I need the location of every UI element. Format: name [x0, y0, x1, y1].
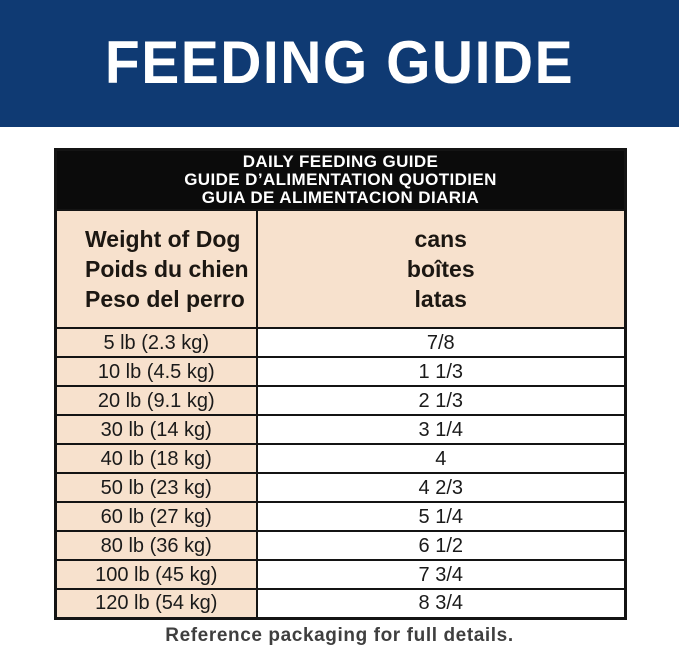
table-title-row: DAILY FEEDING GUIDE GUIDE D’ALIMENTATION…	[54, 148, 627, 211]
table-row: 10 lb (4.5 kg) 1 1/3	[54, 356, 627, 387]
cans-cell: 4	[255, 443, 627, 474]
weight-cell: 5 lb (2.3 kg)	[54, 327, 258, 358]
table-row: 50 lb (23 kg) 4 2/3	[54, 472, 627, 503]
weight-cell: 40 lb (18 kg)	[54, 443, 258, 474]
cans-cell: 1 1/3	[255, 356, 627, 387]
weight-cell: 10 lb (4.5 kg)	[54, 356, 258, 387]
table-title-fr: GUIDE D’ALIMENTATION QUOTIDIEN	[184, 170, 497, 189]
cans-header-fr: boîtes	[406, 256, 475, 282]
table-row: 120 lb (54 kg) 8 3/4	[54, 588, 627, 619]
weight-cell: 60 lb (27 kg)	[54, 501, 258, 532]
weight-header-es: Peso del perro	[85, 286, 245, 312]
cans-cell: 4 2/3	[255, 472, 627, 503]
cans-cell: 7 3/4	[255, 559, 627, 590]
table-title-en: DAILY FEEDING GUIDE	[242, 152, 439, 171]
table-row: 100 lb (45 kg) 7 3/4	[54, 559, 627, 590]
weight-header-en: Weight of Dog	[85, 226, 241, 252]
weight-cell: 20 lb (9.1 kg)	[54, 385, 258, 416]
weight-cell: 100 lb (45 kg)	[54, 559, 258, 590]
page-title: FEEDING GUIDE	[104, 29, 575, 97]
cans-header-es: latas	[414, 286, 467, 312]
cans-cell: 6 1/2	[255, 530, 627, 561]
cans-cell: 3 1/4	[255, 414, 627, 445]
weight-cell: 80 lb (36 kg)	[54, 530, 258, 561]
weight-cell: 30 lb (14 kg)	[54, 414, 258, 445]
table-row: 60 lb (27 kg) 5 1/4	[54, 501, 627, 532]
cans-cell: 8 3/4	[255, 588, 627, 619]
table-row: 30 lb (14 kg) 3 1/4	[54, 414, 627, 445]
table-title-cell: DAILY FEEDING GUIDE GUIDE D’ALIMENTATION…	[54, 148, 627, 211]
table-row: 20 lb (9.1 kg) 2 1/3	[54, 385, 627, 416]
table-row: 5 lb (2.3 kg) 7/8	[54, 327, 627, 358]
weight-column-header: Weight of Dog Poids du chien Peso del pe…	[54, 209, 258, 329]
weight-cell: 120 lb (54 kg)	[54, 588, 258, 619]
table-title-es: GUIA DE ALIMENTACION DIARIA	[201, 188, 480, 207]
column-header-row: Weight of Dog Poids du chien Peso del pe…	[54, 209, 627, 329]
footer: Reference packaging for full details.	[0, 618, 679, 654]
table-row: 40 lb (18 kg) 4	[54, 443, 627, 474]
weight-header-fr: Poids du chien	[85, 256, 249, 282]
feeding-table-body: 5 lb (2.3 kg) 7/8 10 lb (4.5 kg) 1 1/3 20 lb…	[54, 327, 627, 619]
cans-cell: 2 1/3	[255, 385, 627, 416]
cans-cell: 7/8	[255, 327, 627, 358]
cans-column-header: cans boîtes latas	[255, 209, 627, 329]
feeding-guide-table: DAILY FEEDING GUIDE GUIDE D’ALIMENTATION…	[54, 148, 628, 620]
weight-cell: 50 lb (23 kg)	[54, 472, 258, 503]
footer-note: Reference packaging for full details.	[165, 625, 514, 646]
cans-header-en: cans	[414, 226, 467, 252]
table-row: 80 lb (36 kg) 6 1/2	[54, 530, 627, 561]
cans-cell: 5 1/4	[255, 501, 627, 532]
feeding-guide-banner: FEEDING GUIDE	[0, 0, 679, 127]
